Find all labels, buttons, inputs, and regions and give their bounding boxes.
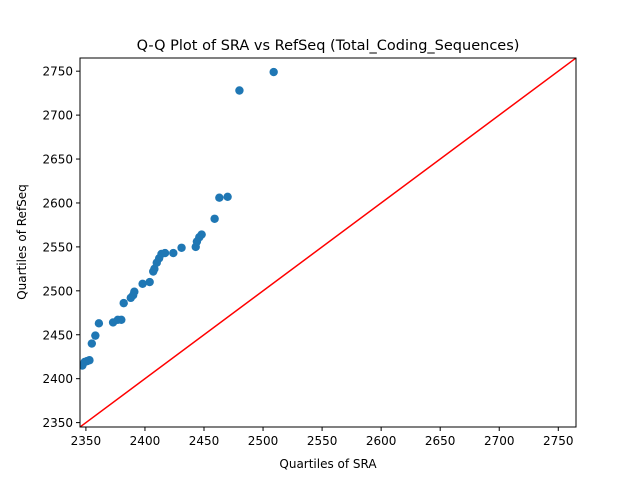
data-point bbox=[94, 319, 104, 328]
data-point bbox=[235, 86, 244, 95]
x-tick-label: 2450 bbox=[189, 434, 220, 448]
data-point bbox=[160, 248, 170, 258]
x-tick-label: 2750 bbox=[543, 434, 574, 448]
data-point bbox=[117, 315, 126, 325]
data-point bbox=[130, 287, 139, 296]
data-point bbox=[223, 192, 232, 202]
y-tick-label: 2650 bbox=[42, 153, 73, 167]
data-point bbox=[210, 214, 219, 223]
data-point bbox=[145, 277, 154, 287]
x-tick-label: 2500 bbox=[248, 434, 279, 448]
y-tick-label: 2750 bbox=[42, 65, 73, 79]
chart-title: Q-Q Plot of SRA vs RefSeq (Total_Coding_… bbox=[137, 38, 520, 54]
x-tick-label: 2650 bbox=[425, 434, 456, 448]
data-point bbox=[177, 243, 186, 252]
data-point bbox=[119, 298, 128, 308]
data-point bbox=[215, 193, 224, 202]
y-tick-label: 2350 bbox=[42, 416, 73, 430]
data-point bbox=[138, 279, 147, 288]
data-point bbox=[197, 230, 206, 239]
y-tick-label: 2600 bbox=[42, 196, 73, 210]
data-point bbox=[169, 248, 178, 258]
data-point bbox=[269, 67, 278, 77]
data-point bbox=[91, 331, 100, 340]
plot-area bbox=[80, 58, 576, 427]
y-tick-label: 2450 bbox=[42, 328, 73, 342]
data-point bbox=[85, 356, 94, 365]
x-tick-label: 2400 bbox=[130, 434, 161, 448]
x-tick-label: 2350 bbox=[71, 434, 102, 448]
y-tick-label: 2400 bbox=[42, 372, 73, 386]
x-axis-label: Quartiles of SRA bbox=[279, 457, 377, 471]
reference-line bbox=[80, 58, 576, 427]
x-tick-label: 2550 bbox=[307, 434, 338, 448]
y-tick-label: 2550 bbox=[42, 240, 73, 254]
data-point bbox=[87, 339, 97, 348]
x-tick-label: 2700 bbox=[484, 434, 515, 448]
plot-frame bbox=[79, 57, 577, 428]
axis-ticks: 2350 2400 2450 2500 2550 2600 2650 2700 2750 2350… bbox=[42, 65, 573, 448]
y-axis-label: Quartiles of RefSeq bbox=[15, 184, 29, 300]
x-tick-label: 2600 bbox=[366, 434, 397, 448]
y-tick-label: 2700 bbox=[42, 109, 73, 123]
y-tick-label: 2500 bbox=[42, 284, 73, 298]
